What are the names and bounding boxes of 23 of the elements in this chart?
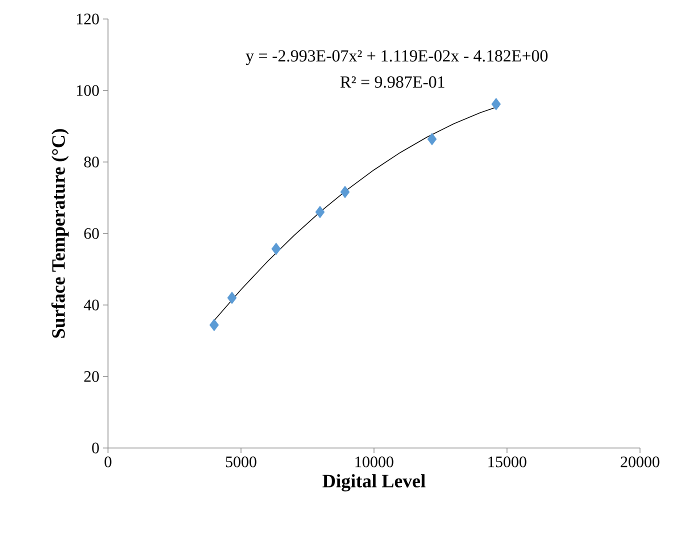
y-tick-label: 120	[76, 14, 99, 24]
x-tick-label: 5000	[226, 456, 256, 468]
point	[340, 186, 350, 198]
y-tick-label: 80	[84, 156, 99, 168]
y-tick-label: 20	[84, 371, 99, 382]
y-axis-title: Surface Temperature (°C)	[51, 129, 69, 338]
point	[427, 132, 437, 146]
x-tick-label: 15000	[488, 456, 526, 468]
y-tick-label: 60	[84, 228, 99, 239]
point	[491, 98, 501, 110]
x-tick-label: 20000	[620, 456, 660, 468]
x-tick-label: 10000	[355, 456, 394, 468]
point	[271, 242, 281, 256]
point	[227, 292, 237, 304]
annotation: R² = 9.987E-01	[340, 76, 444, 88]
x-tick-label: 0	[104, 456, 112, 468]
x-axis-title: Digital Level	[322, 474, 426, 492]
y-tick-label: 0	[92, 442, 99, 454]
point	[315, 206, 325, 218]
y-tick-label: 100	[76, 85, 99, 96]
point	[209, 318, 219, 332]
y-tick-label: 40	[84, 300, 99, 310]
annotation: y = -2.993E-07x² + 1.119E-02x - 4.182E+00	[246, 50, 548, 66]
